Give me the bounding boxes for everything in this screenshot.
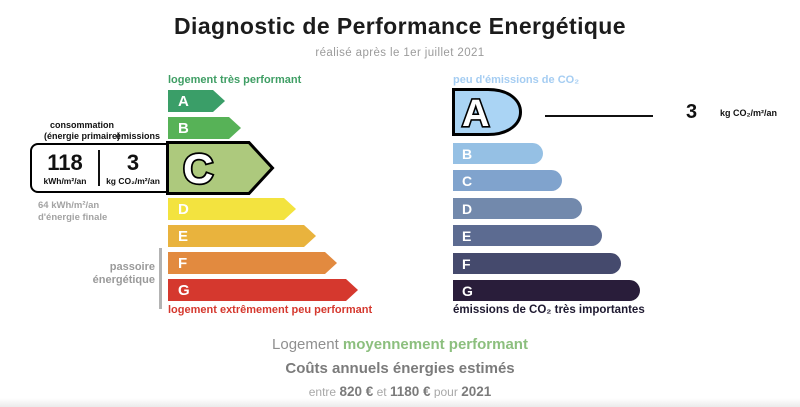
energy-class-f-letter: F — [178, 254, 188, 272]
consumption-header-line2: (énergie primaire) — [43, 130, 121, 141]
consumption-header-line1: consommation — [49, 120, 114, 130]
co2-class-c-letter: C — [462, 172, 473, 189]
co2-class-c-bar: C — [453, 170, 562, 191]
co2-class-b-bar: B — [453, 143, 543, 164]
emissions-header-label: émissions — [115, 131, 161, 141]
energy-class-f-bar: F — [168, 252, 337, 274]
costs-title: Coûts annuels énergies estimés — [285, 360, 515, 377]
page-title: Diagnostic de Performance Energétique — [174, 13, 626, 39]
costs-range: entre 820 € et 1180 € pour 2021 — [0, 384, 800, 399]
co2-current-class-shape — [452, 88, 522, 136]
co2-class-d-letter: D — [462, 200, 473, 217]
passoire-label: passoire énergétique — [75, 261, 155, 287]
costs-prefix: entre — [308, 385, 337, 399]
co2-class-b-letter: B — [462, 145, 473, 162]
energy-class-a-bar: A — [168, 90, 225, 112]
passoire-line1: passoire — [109, 261, 155, 273]
costs-middle: et — [376, 385, 387, 399]
co2-current-class-shape-svg: A — [452, 88, 522, 136]
energy-class-e-letter: E — [178, 227, 189, 245]
emissions-column: 3 kg CO₂/m²/an — [100, 145, 166, 191]
co2-current-class-letter: A — [462, 93, 489, 135]
energy-class-a-letter: A — [178, 92, 189, 110]
energy-current-class-arrow: C — [166, 141, 275, 195]
energy-class-d-letter: D — [178, 200, 189, 218]
costs-year: 2021 — [461, 384, 492, 399]
final-energy-line1: 64 kWh/m²/an — [38, 200, 100, 211]
energy-class-e-bar: E — [168, 225, 316, 247]
rating-value: moyennement performant — [342, 336, 528, 353]
co2-class-d-bar: D — [453, 198, 582, 219]
energy-top-label: logement très performant — [168, 74, 302, 86]
consumption-header-label: consommation (énergie primaire) — [28, 120, 136, 141]
costs-suffix: pour — [433, 385, 458, 399]
consumption-unit: kWh/m²/an — [43, 175, 87, 186]
energy-class-g-letter: G — [178, 281, 190, 299]
co2-class-g-letter: G — [462, 282, 473, 299]
cost-min: 820 € — [339, 384, 374, 399]
emissions-unit: kg CO₂/m²/an — [106, 175, 160, 186]
final-energy-line2: d'énergie finale — [38, 211, 108, 223]
co2-class-f-bar: F — [453, 253, 621, 274]
value-box-divider — [98, 150, 100, 186]
co2-value: 3 — [686, 101, 698, 123]
energy-bottom-label: logement extrêmement peu performant — [168, 304, 373, 316]
co2-class-g-bar: G — [453, 280, 640, 301]
co2-pointer-line — [545, 115, 653, 117]
rating-prefix: Logement — [272, 336, 339, 353]
co2-class-e-bar: E — [453, 225, 602, 246]
co2-unit: kg CO₂/m²/an — [720, 108, 778, 118]
consumption-value-box: 118 kWh/m²/an 3 kg CO₂/m²/an — [30, 143, 168, 193]
energy-current-class-letter: C — [183, 145, 213, 192]
bottom-edge-shade — [0, 398, 800, 407]
rating-summary: Logement moyennement performant — [0, 336, 800, 353]
co2-class-e-letter: E — [462, 227, 472, 244]
energy-class-b-letter: B — [178, 119, 189, 137]
co2-bottom-label: émissions de CO₂ très importantes — [453, 304, 645, 316]
consumption-value: 118 — [47, 149, 83, 175]
cost-max: 1180 € — [389, 384, 431, 399]
co2-top-label: peu d'émissions de CO₂ — [453, 74, 580, 86]
page-subtitle: réalisé après le 1er juillet 2021 — [315, 47, 485, 59]
final-energy-label: 64 kWh/m²/an d'énergie finale — [38, 200, 107, 223]
energy-class-d-bar: D — [168, 198, 296, 220]
energy-class-b-bar: B — [168, 117, 241, 139]
energy-class-g-bar: G — [168, 279, 358, 301]
emissions-value: 3 — [126, 149, 140, 175]
consumption-column: 118 kWh/m²/an — [32, 145, 98, 191]
passoire-bracket-bar — [159, 248, 162, 309]
co2-class-f-letter: F — [462, 255, 471, 272]
passoire-line2: énergétique — [92, 274, 155, 286]
